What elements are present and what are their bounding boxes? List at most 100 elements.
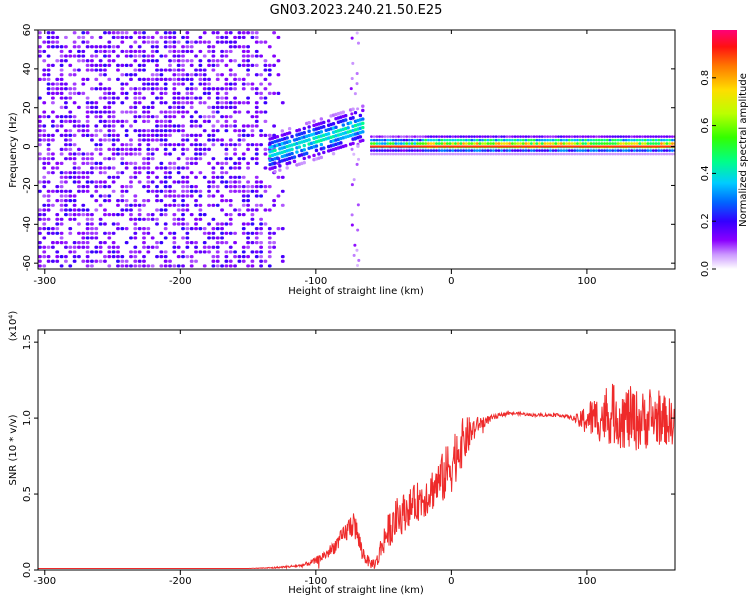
spectrogram-cell [64,129,68,133]
spectrogram-cell [120,171,125,175]
spectrogram-cell [103,166,107,170]
spectrogram-cell [224,63,229,68]
spectrogram-cell [189,259,194,263]
spectrogram-cell [163,147,168,151]
spectrogram-cell [155,222,159,226]
spectrogram-cell [622,149,625,152]
spectrogram-cell [59,180,64,184]
spectrogram-cell [391,152,395,156]
spectrogram-cell [38,231,42,235]
spectrogram-cell [215,245,220,249]
spectrogram-cell [211,236,216,240]
spectrogram-cell [399,142,403,145]
spectrogram-cell [237,189,242,193]
spectrogram-cell [259,250,263,254]
spectrogram-cell [224,49,229,54]
spectrogram-cell [64,133,68,137]
spectrogram-cell [494,142,498,145]
spectrogram-cell [551,142,555,145]
spectrogram-cell [172,250,177,254]
spectrogram-cell [81,175,86,179]
spectrogram-cell [508,152,512,156]
spectrogram-cell [263,147,268,151]
spectrogram-cell [38,45,42,49]
spectrogram-cell [94,129,99,133]
spectrogram-cell [224,152,229,156]
spectrogram-cell [155,194,159,198]
spectrogram-cell [605,149,609,152]
spectrogram-cell [159,189,164,193]
spectrogram-cell [81,35,86,40]
spectrogram-cell [228,199,233,203]
spectrogram-cell [220,194,224,198]
spectrogram-cell [77,185,81,189]
spectrogram-cell [481,149,484,152]
spectrogram-cell [254,203,259,207]
spectrogram-cell [276,175,281,179]
spectrogram-cell [150,115,155,119]
spectrogram-cell [361,138,365,143]
spectrogram-cell [246,161,250,165]
spectrogram-cell [155,147,159,151]
spectrogram-cell [254,175,259,179]
spectrogram-cell [120,199,125,203]
spectrogram-cell [42,222,47,226]
spectrogram-cell [211,45,216,49]
spectrogram-cell [246,264,250,268]
spectrogram-cell [486,135,490,138]
spectrogram-cell [94,124,99,128]
spectrogram-cell [627,152,631,156]
spectrogram-cell [116,222,120,226]
spectrogram-cell [670,149,674,152]
spectrogram-cell [378,138,381,142]
spectrogram-cell [68,227,73,231]
spectrogram-cell [94,133,99,137]
spectrogram-cell [64,208,68,212]
spectrogram-cell [42,101,47,105]
spectrogram-cell [46,245,51,249]
spectrogram-cell [529,142,533,145]
spectrogram-cell [38,119,42,123]
spectrogram-cell [185,180,190,184]
spectrogram-cell [155,129,159,133]
spectrogram-cell [567,149,571,152]
spectrogram-cell [202,40,207,44]
spectrogram-cell [524,138,528,142]
spectrogram-cell [116,245,120,249]
x-tick-label: -300 [33,576,56,587]
colorbar-tick-label: 0.4 [700,165,711,181]
spectrogram-cell [483,152,487,156]
spectrogram-cell [120,259,125,263]
spectrogram-cell [272,124,276,128]
spectrogram-cell [168,59,172,63]
spectrogram-cell [98,241,103,245]
spectrogram-cell [38,35,42,40]
spectrogram-cell [600,135,604,138]
spectrogram-cell [176,245,181,249]
spectrogram-cell [185,255,190,259]
spectrogram-cell [565,142,569,145]
spectrogram-cell [107,255,112,259]
spectrogram-cell [168,119,172,123]
spectrogram-cell [163,45,168,49]
spectrogram-cell [172,236,177,240]
spectrogram-cell [405,138,409,142]
spectrogram-cell [189,133,194,137]
spectrogram-cell [207,250,211,254]
spectrogram-cell [435,135,438,138]
spectrogram-cell [224,31,229,35]
spectrogram-cell [643,152,647,156]
spectrogram-cell [408,135,411,138]
spectrogram-cell [241,77,246,81]
spectrogram-cell [146,82,151,86]
spectrogram-cell [142,241,146,245]
spectrogram-cell [51,31,55,35]
spectrogram-cell [207,138,211,142]
spectrogram-cell [511,135,514,138]
spectrogram-cell [137,208,142,212]
spectrogram-cell [597,149,601,152]
spectrogram-cell [614,138,617,142]
spectrogram-cell [137,45,142,49]
spectrogram-cell [570,135,574,138]
spectrogram-cell [72,73,77,77]
